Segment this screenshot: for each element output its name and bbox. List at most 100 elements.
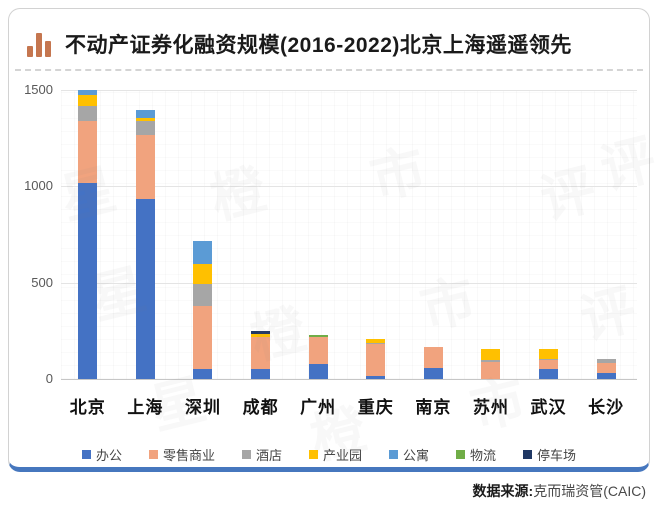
bar-segment — [308, 337, 328, 364]
stacked-bar-chart: 0 500 1000 1500 北京 上海 深圳 成都 广州 重庆 南京 苏州 武汉 长沙 — [9, 81, 649, 417]
stacked-bar — [193, 90, 213, 379]
legend-label: 公寓 — [403, 448, 430, 463]
x-axis-label: 武汉 — [530, 398, 567, 417]
bar-segment — [135, 135, 155, 199]
data-source-label: 数据来源: — [472, 483, 534, 499]
legend-swatch-icon — [308, 450, 318, 459]
x-axis-labels: 北京 上海 深圳 成都 广州 重庆 南京 苏州 武汉 长沙 — [59, 393, 635, 418]
bar-segment — [135, 109, 155, 118]
bar-segment — [366, 376, 386, 379]
stacked-bar — [539, 90, 559, 379]
bar-segment — [193, 241, 213, 265]
bar-segment — [539, 360, 559, 370]
x-axis-label: 北京 — [69, 398, 106, 417]
legend-swatch-icon — [523, 450, 533, 459]
bar-segment — [539, 369, 559, 379]
bar-segment — [481, 362, 501, 379]
bar-segment — [539, 349, 559, 359]
bar-segment — [596, 363, 616, 374]
bar-segment — [481, 359, 501, 363]
stacked-bar — [423, 90, 443, 379]
bar-segment — [251, 333, 271, 337]
legend-swatch-icon — [241, 450, 251, 459]
legend-item: 酒店 — [241, 445, 282, 464]
bar-segment — [78, 182, 98, 379]
x-axis-label: 上海 — [127, 398, 164, 417]
bar-segment — [78, 121, 98, 183]
bar-segment — [135, 117, 155, 122]
stacked-bar — [308, 90, 328, 379]
legend-swatch-icon — [148, 450, 158, 459]
bar-segment — [539, 358, 559, 361]
legend-label: 零售商业 — [162, 448, 215, 463]
legend-swatch-icon — [389, 450, 398, 459]
chart-title: 不动产证券化融资规模(2016-2022) — [65, 34, 400, 57]
data-source-value: 克而瑞资管(CAIC) — [533, 483, 646, 499]
bar-chart-icon-bar — [45, 41, 51, 57]
y-axis-tick-label: 0 — [45, 371, 53, 386]
bar-segment — [423, 368, 443, 379]
bar-segment — [366, 342, 386, 344]
gridline — [61, 282, 637, 284]
legend-item: 停车场 — [523, 445, 576, 464]
legend-label: 酒店 — [255, 448, 282, 463]
x-axis-label: 成都 — [242, 398, 279, 417]
bar-segment — [308, 335, 328, 338]
bar-segment — [78, 95, 98, 107]
y-axis-tick-label: 1000 — [24, 178, 53, 194]
legend-swatch-icon — [456, 450, 466, 459]
bar-chart-icon — [27, 31, 51, 57]
stacked-bar — [596, 90, 616, 379]
title-row: 不动产证券化融资规模(2016-2022) 北京上海遥遥领先 — [25, 23, 633, 65]
dashed-divider — [15, 69, 643, 71]
bar-segment — [308, 363, 328, 379]
gridline — [61, 186, 637, 188]
bar-segment — [78, 90, 98, 96]
bar-segment — [366, 343, 386, 377]
legend-label: 物流 — [470, 448, 497, 463]
bar-segment — [423, 347, 443, 369]
plot-background — [61, 90, 637, 379]
bar-segment — [366, 339, 386, 343]
stacked-bar — [251, 90, 271, 379]
bar-segment — [596, 373, 616, 379]
bar-segment — [251, 336, 271, 369]
stacked-bar — [78, 90, 98, 379]
bar-segment — [251, 330, 271, 334]
bar-chart-icon-bar — [36, 33, 42, 57]
bar-segment — [481, 349, 501, 360]
gridline — [61, 90, 637, 91]
bar-chart-icon-bar — [27, 46, 33, 57]
bar-segment — [193, 284, 213, 307]
stacked-bar — [366, 90, 386, 379]
x-axis-label: 南京 — [415, 398, 452, 417]
legend-swatch-icon — [81, 450, 91, 459]
bar-segment — [251, 368, 271, 379]
x-axis-label: 深圳 — [184, 398, 221, 417]
x-axis-label: 重庆 — [357, 398, 394, 417]
stacked-bar — [481, 90, 501, 379]
legend-item: 物流 — [456, 445, 496, 464]
bar-segment — [193, 264, 213, 285]
bar-segment — [596, 359, 616, 364]
legend-label: 停车场 — [537, 448, 577, 463]
bars-area — [59, 90, 635, 379]
bar-segment — [193, 306, 213, 369]
legend-label: 产业园 — [322, 448, 362, 463]
gridline — [61, 379, 637, 380]
x-axis-label: 广州 — [300, 398, 337, 417]
bar-segment — [135, 121, 155, 136]
data-source: 数据来源:克而瑞资管(CAIC) — [473, 481, 646, 501]
legend-label: 办公 — [95, 448, 122, 463]
legend-item: 产业园 — [308, 445, 362, 464]
legend-item: 零售商业 — [148, 445, 215, 464]
legend-item: 办公 — [81, 445, 122, 464]
bar-segment — [193, 368, 213, 379]
x-axis-label: 长沙 — [588, 398, 625, 417]
x-axis-label: 苏州 — [472, 398, 509, 417]
chart-card: 不动产证券化融资规模(2016-2022) 北京上海遥遥领先 0 500 1000 1… — [8, 8, 650, 472]
y-axis-tick-label: 500 — [31, 274, 53, 290]
legend: 办公 零售商业 酒店 产业园 公寓 物流 停车场 — [9, 445, 649, 464]
bar-segment — [78, 106, 98, 122]
